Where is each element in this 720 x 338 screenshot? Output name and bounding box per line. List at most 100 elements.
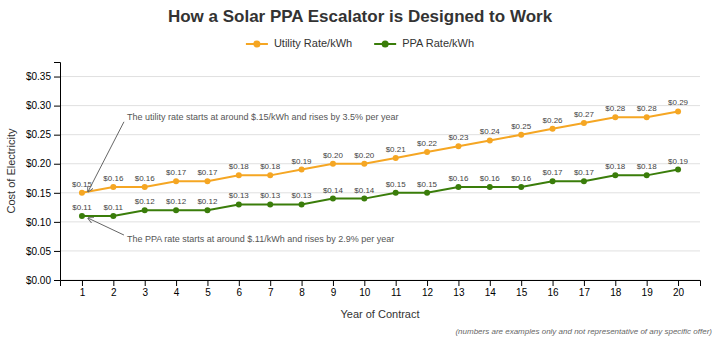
data-label: $0.23 [448,133,469,142]
data-label: $0.13 [260,191,281,200]
x-tick-mark [239,280,240,286]
data-label: $0.17 [166,168,187,177]
series-point [204,178,210,184]
x-tick-mark [302,280,303,286]
grid-line [60,192,700,193]
data-label: $0.13 [292,191,313,200]
y-tick-mark [54,106,60,107]
series-point [330,196,336,202]
x-tick-label: 15 [516,287,528,298]
y-tick: $0.30 [26,100,60,111]
data-label: $0.27 [574,110,595,119]
y-axis-line [54,63,61,281]
y-tick-label: $0.35 [26,71,51,82]
annotation-arrow [88,218,124,235]
data-label: $0.16 [103,174,124,183]
data-label: $0.29 [668,98,689,107]
x-tick-mark [82,280,83,286]
x-tick: 1 [80,280,86,298]
x-tick-label: 1 [80,287,86,298]
series-point [393,190,399,196]
series-point [455,184,461,190]
y-tick-mark [54,164,60,165]
y-tick: $0.15 [26,188,60,199]
series-point [550,126,556,132]
x-tick: 16 [547,280,559,298]
x-tick: 15 [516,280,528,298]
x-tick: 11 [391,280,402,298]
series-point [424,149,430,155]
legend-item: Utility Rate/kWh [246,37,352,49]
x-axis-line [61,281,701,287]
x-tick-label: 14 [485,287,497,298]
y-tick-label: $0.25 [26,129,51,140]
series-point [675,167,681,173]
x-tick: 12 [422,280,434,298]
y-tick-label: $0.10 [26,217,51,228]
y-tick-label: $0.20 [26,158,51,169]
series-point [79,213,85,219]
data-label: $0.17 [543,168,564,177]
x-tick-label: 7 [268,287,274,298]
grid-line [60,76,700,77]
data-label: $0.26 [543,116,564,125]
series-point [518,132,524,138]
series-point [487,137,493,143]
data-label: $0.12 [197,197,218,206]
data-label: $0.13 [229,191,250,200]
x-tick-label: 4 [174,287,180,298]
x-tick-mark [333,280,334,286]
data-label: $0.15 [72,180,93,189]
data-label: $0.21 [386,145,407,154]
x-tick-mark [458,280,459,286]
series-point [424,190,430,196]
y-tick-label: $0.00 [26,275,51,286]
series-point [361,196,367,202]
series-point [581,120,587,126]
grid [60,77,700,280]
y-tick: $0.05 [26,246,60,257]
x-tick-mark [427,280,428,286]
series-point [110,213,116,219]
y-tick-label: $0.05 [26,246,51,257]
data-label: $0.15 [386,180,407,189]
y-tick-mark [54,135,60,136]
series-point [330,161,336,167]
y-tick-label: $0.30 [26,100,51,111]
data-label: $0.20 [323,151,344,160]
legend-item: PPA Rate/kWh [374,37,474,49]
grid-line [60,163,700,164]
series-point [644,172,650,178]
x-tick: 3 [142,280,148,298]
data-label: $0.28 [605,104,626,113]
x-tick-mark [207,280,208,286]
series-point [612,114,618,120]
x-tick-label: 2 [111,287,117,298]
series-point [79,190,85,196]
y-tick: $0.25 [26,129,60,140]
x-tick-label: 19 [642,287,654,298]
y-tick: $0.00 [26,275,60,286]
series-point [675,108,681,114]
legend-label: PPA Rate/kWh [402,37,474,49]
y-axis: $0.00 $0.05 $0.10 $0.15 $0.20 $0.25 $0.30 $0.35 [26,63,61,286]
x-tick-label: 9 [331,287,337,298]
x-tick: 9 [331,280,337,298]
grid-line [60,134,700,135]
data-label: $0.16 [448,174,469,183]
grid-line [60,221,700,222]
data-label: $0.19 [292,157,313,166]
legend-marker [382,41,389,48]
x-tick-label: 6 [237,287,243,298]
series-point [612,172,618,178]
x-tick-mark [490,280,491,286]
data-labels: $0.15$0.16$0.16$0.17$0.17$0.18$0.18$0.19… [72,98,689,212]
data-label: $0.19 [668,157,689,166]
legend-label: Utility Rate/kWh [274,37,352,49]
title: How a Solar PPA Escalator is Designed to… [168,7,553,26]
x-tick-mark [678,280,679,286]
y-tick: $0.35 [26,71,60,82]
series-point [173,207,179,213]
footnote: (numbers are examples only and not repre… [455,327,712,336]
annotation-arrow [88,122,124,192]
